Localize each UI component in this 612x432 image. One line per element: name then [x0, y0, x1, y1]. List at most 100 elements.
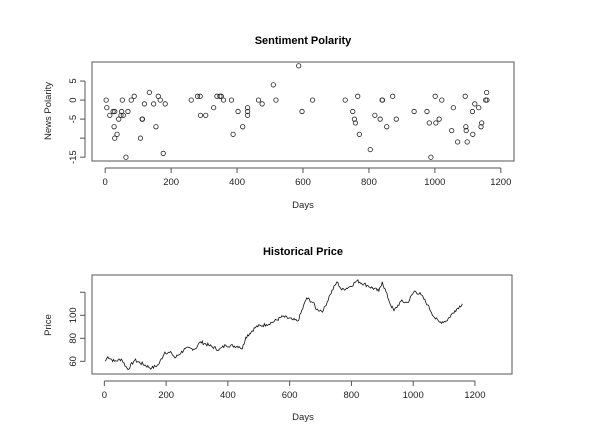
data-point [478, 124, 484, 130]
data-point [296, 63, 302, 69]
data-point [476, 105, 482, 111]
data-point [218, 93, 224, 99]
data-point [455, 139, 461, 145]
data-point [139, 116, 146, 122]
data-point [270, 82, 276, 88]
data-point [462, 93, 468, 99]
data-point [372, 112, 378, 118]
data-point [342, 97, 348, 103]
y-tick-label: -15 [68, 150, 79, 164]
data-point [211, 105, 217, 111]
data-point [125, 108, 131, 115]
x-tick-label: 800 [343, 390, 359, 401]
x-tick-label: 0 [103, 177, 108, 188]
data-point [110, 108, 116, 115]
data-point [112, 135, 118, 141]
data-point [309, 97, 316, 103]
data-point [245, 108, 251, 115]
data-point [484, 89, 490, 96]
chart-title: Historical Price [263, 246, 343, 258]
data-point [479, 120, 485, 126]
data-point [128, 97, 134, 103]
data-point [377, 116, 383, 122]
data-point [352, 120, 359, 126]
data-point [157, 97, 163, 103]
data-point [463, 127, 469, 134]
y-tick-label: 0 [68, 97, 79, 102]
data-point [116, 116, 122, 122]
data-point [119, 97, 125, 103]
data-point [131, 93, 137, 99]
x-tick-label: 200 [158, 390, 174, 401]
data-point [107, 112, 113, 118]
data-point [235, 108, 241, 115]
data-point [426, 120, 432, 126]
data-point [220, 97, 227, 103]
x-tick-label: 1200 [490, 177, 511, 188]
data-point [153, 124, 159, 130]
x-tick-label: 1200 [464, 390, 485, 401]
data-point [367, 146, 373, 153]
x-tick-label: 0 [102, 390, 107, 401]
data-point [104, 105, 110, 111]
y-tick-label: -5 [68, 115, 79, 123]
data-point [350, 108, 356, 115]
data-point [245, 105, 251, 111]
data-point [197, 112, 204, 118]
data-point [114, 131, 120, 137]
data-point [356, 131, 362, 137]
y-tick-label: 5 [68, 78, 79, 83]
y-tick-label: 100 [68, 307, 79, 323]
plot-frame [91, 274, 513, 375]
data-point [146, 89, 152, 96]
data-point [111, 124, 117, 130]
data-point [436, 116, 442, 122]
y-axis-label: News Polarity [43, 82, 54, 140]
data-point [141, 101, 148, 107]
data-point [245, 112, 251, 118]
data-point [255, 97, 262, 103]
x-tick-label: 600 [295, 177, 311, 188]
sentiment-plot: Sentiment Polarity Days News Polarity 0 2… [43, 35, 515, 211]
data-point [197, 93, 203, 99]
y-tick-label: 80 [68, 333, 79, 344]
x-tick-label: 600 [282, 390, 298, 401]
data-point [379, 97, 386, 103]
x-axis-label: Days [292, 412, 314, 423]
data-point [384, 124, 390, 130]
data-point [118, 112, 124, 118]
data-point [103, 97, 109, 103]
data-point [469, 108, 476, 115]
data-point [470, 131, 476, 137]
data-point [188, 97, 194, 103]
data-point [273, 97, 279, 103]
price-plot: Historical Price Days Price 0 200 400 600 80… [43, 246, 513, 423]
data-point [112, 108, 118, 115]
data-point [411, 108, 417, 115]
data-point [484, 97, 490, 103]
x-tick-label: 200 [163, 177, 179, 188]
x-axis-label: Days [292, 200, 314, 211]
data-point [230, 131, 236, 137]
data-point [151, 101, 157, 107]
x-tick-label: 1000 [403, 390, 424, 401]
data-point [472, 101, 478, 107]
x-tick-label: 400 [229, 177, 245, 188]
x-tick-label: 400 [220, 390, 236, 401]
data-point [119, 108, 125, 115]
data-point [428, 154, 434, 160]
data-point [259, 101, 265, 107]
x-tick-label: 800 [361, 177, 377, 188]
data-point [432, 93, 438, 99]
data-point [162, 101, 168, 107]
data-point [390, 93, 396, 99]
data-point [463, 124, 469, 130]
data-point [228, 97, 235, 103]
data-point [299, 108, 305, 115]
data-point [433, 120, 439, 126]
data-point [203, 112, 209, 118]
data-point [160, 150, 166, 156]
data-point [450, 105, 456, 111]
data-point [439, 97, 445, 103]
